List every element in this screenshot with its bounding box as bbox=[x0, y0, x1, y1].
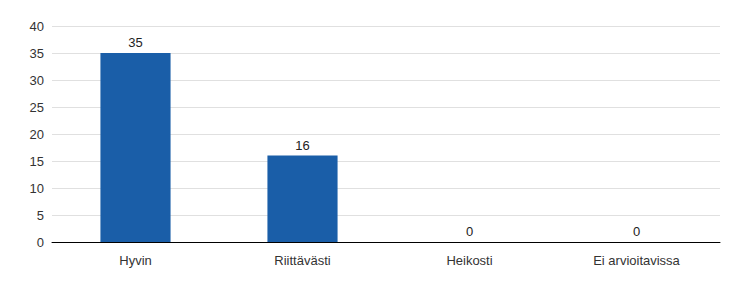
svg-text:0: 0 bbox=[633, 224, 640, 239]
svg-text:40: 40 bbox=[30, 19, 44, 34]
svg-text:20: 20 bbox=[30, 127, 44, 142]
svg-text:Hyvin: Hyvin bbox=[119, 253, 152, 268]
svg-text:5: 5 bbox=[37, 208, 44, 223]
svg-text:10: 10 bbox=[30, 181, 44, 196]
svg-text:Riittävästi: Riittävästi bbox=[274, 253, 330, 268]
svg-text:Ei arvioitavissa: Ei arvioitavissa bbox=[593, 253, 680, 268]
svg-text:35: 35 bbox=[128, 35, 142, 50]
svg-text:0: 0 bbox=[37, 235, 44, 250]
svg-text:30: 30 bbox=[30, 73, 44, 88]
svg-text:Heikosti: Heikosti bbox=[446, 253, 492, 268]
svg-text:15: 15 bbox=[30, 154, 44, 169]
svg-text:25: 25 bbox=[30, 100, 44, 115]
svg-text:0: 0 bbox=[466, 224, 473, 239]
svg-text:35: 35 bbox=[30, 46, 44, 61]
svg-text:16: 16 bbox=[295, 138, 309, 153]
